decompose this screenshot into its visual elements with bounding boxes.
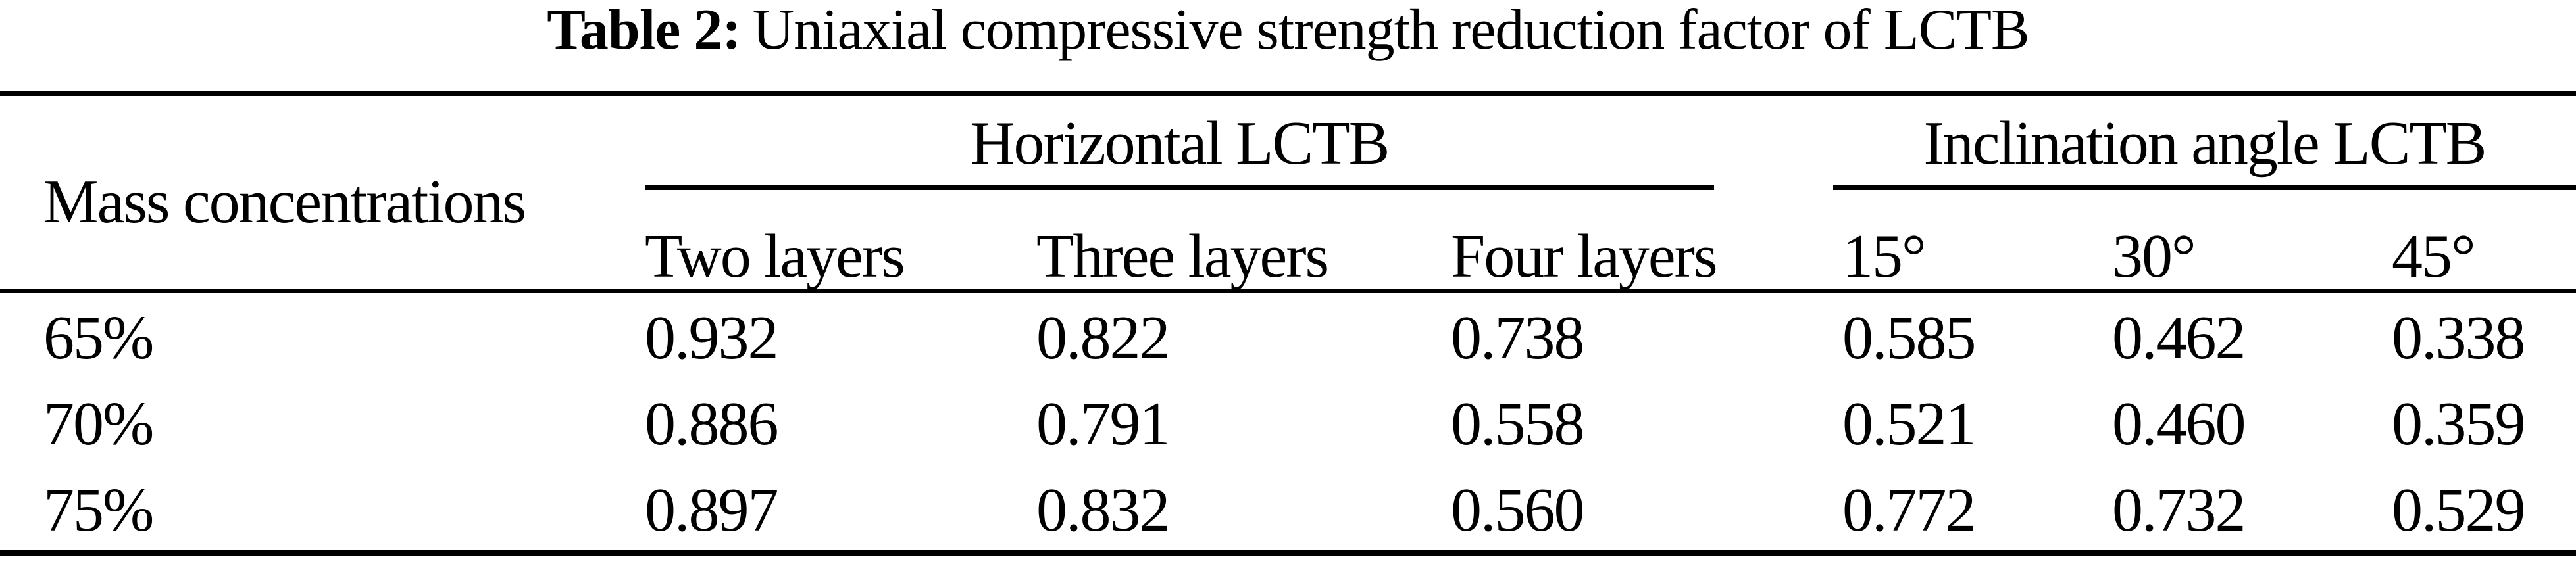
- value-cell: 0.732: [2112, 476, 2246, 544]
- group-header-horizontal-lctb-underline: Horizontal LCTB: [645, 112, 1714, 190]
- table-row: 65% 0.932 0.822 0.738 0.585 0.462 0.338: [0, 291, 2576, 378]
- value-cell: 0.886: [645, 390, 779, 458]
- group-header-inclination-angle-lctb-underline: Inclination angle LCTB: [1833, 112, 2576, 190]
- value-cell: 0.932: [645, 303, 779, 372]
- row-label: 70%: [43, 390, 154, 458]
- table-caption-label: Table 2:: [547, 0, 741, 62]
- value-cell: 0.521: [1842, 390, 1977, 458]
- value-cell: 0.897: [645, 476, 779, 544]
- column-header-two-layers: Two layers: [645, 222, 905, 291]
- value-cell: 0.460: [2112, 390, 2246, 458]
- value-cell: 0.529: [2392, 476, 2526, 544]
- row-label: 65%: [43, 303, 154, 372]
- value-cell: 0.558: [1451, 390, 1585, 458]
- value-cell: 0.738: [1451, 303, 1585, 372]
- column-header-three-layers: Three layers: [1036, 222, 1329, 291]
- row-label: 75%: [43, 476, 154, 544]
- column-header-30deg: 30°: [2112, 222, 2196, 291]
- value-cell: 0.822: [1036, 303, 1171, 372]
- group-header-inclination-angle-lctb-label: Inclination angle LCTB: [1923, 108, 2487, 178]
- value-cell: 0.560: [1451, 476, 1585, 544]
- data-table: Mass concentrations Horizontal LCTB Incl…: [0, 91, 2576, 556]
- value-cell: 0.462: [2112, 303, 2246, 372]
- group-header-horizontal-lctb-label: Horizontal LCTB: [970, 108, 1390, 178]
- value-cell: 0.359: [2392, 390, 2526, 458]
- table-caption-text: Uniaxial compressive strength reduction …: [752, 0, 2030, 62]
- table-caption: Table 2: Uniaxial compressive strength re…: [0, 0, 2576, 60]
- column-header-45deg: 45°: [2392, 222, 2476, 291]
- group-header-horizontal-lctb: Horizontal LCTB: [645, 94, 1842, 190]
- table-row: 70% 0.886 0.791 0.558 0.521 0.460 0.359: [0, 378, 2576, 465]
- sub-header-row: Two layers Three layers Four layers 15° …: [0, 190, 2576, 291]
- table-row: 75% 0.897 0.832 0.560 0.772 0.732 0.529: [0, 465, 2576, 553]
- value-cell: 0.772: [1842, 476, 1977, 544]
- column-header-four-layers: Four layers: [1451, 222, 1718, 291]
- column-header-15deg: 15°: [1842, 222, 1927, 291]
- value-cell: 0.791: [1036, 390, 1171, 458]
- value-cell: 0.338: [2392, 303, 2526, 372]
- group-header-inclination-angle-lctb: Inclination angle LCTB: [1833, 94, 2576, 190]
- column-header-mass-concentrations: Mass concentrations: [43, 167, 526, 236]
- value-cell: 0.832: [1036, 476, 1171, 544]
- group-header-row: Mass concentrations Horizontal LCTB Incl…: [0, 94, 2576, 233]
- value-cell: 0.585: [1842, 303, 1977, 372]
